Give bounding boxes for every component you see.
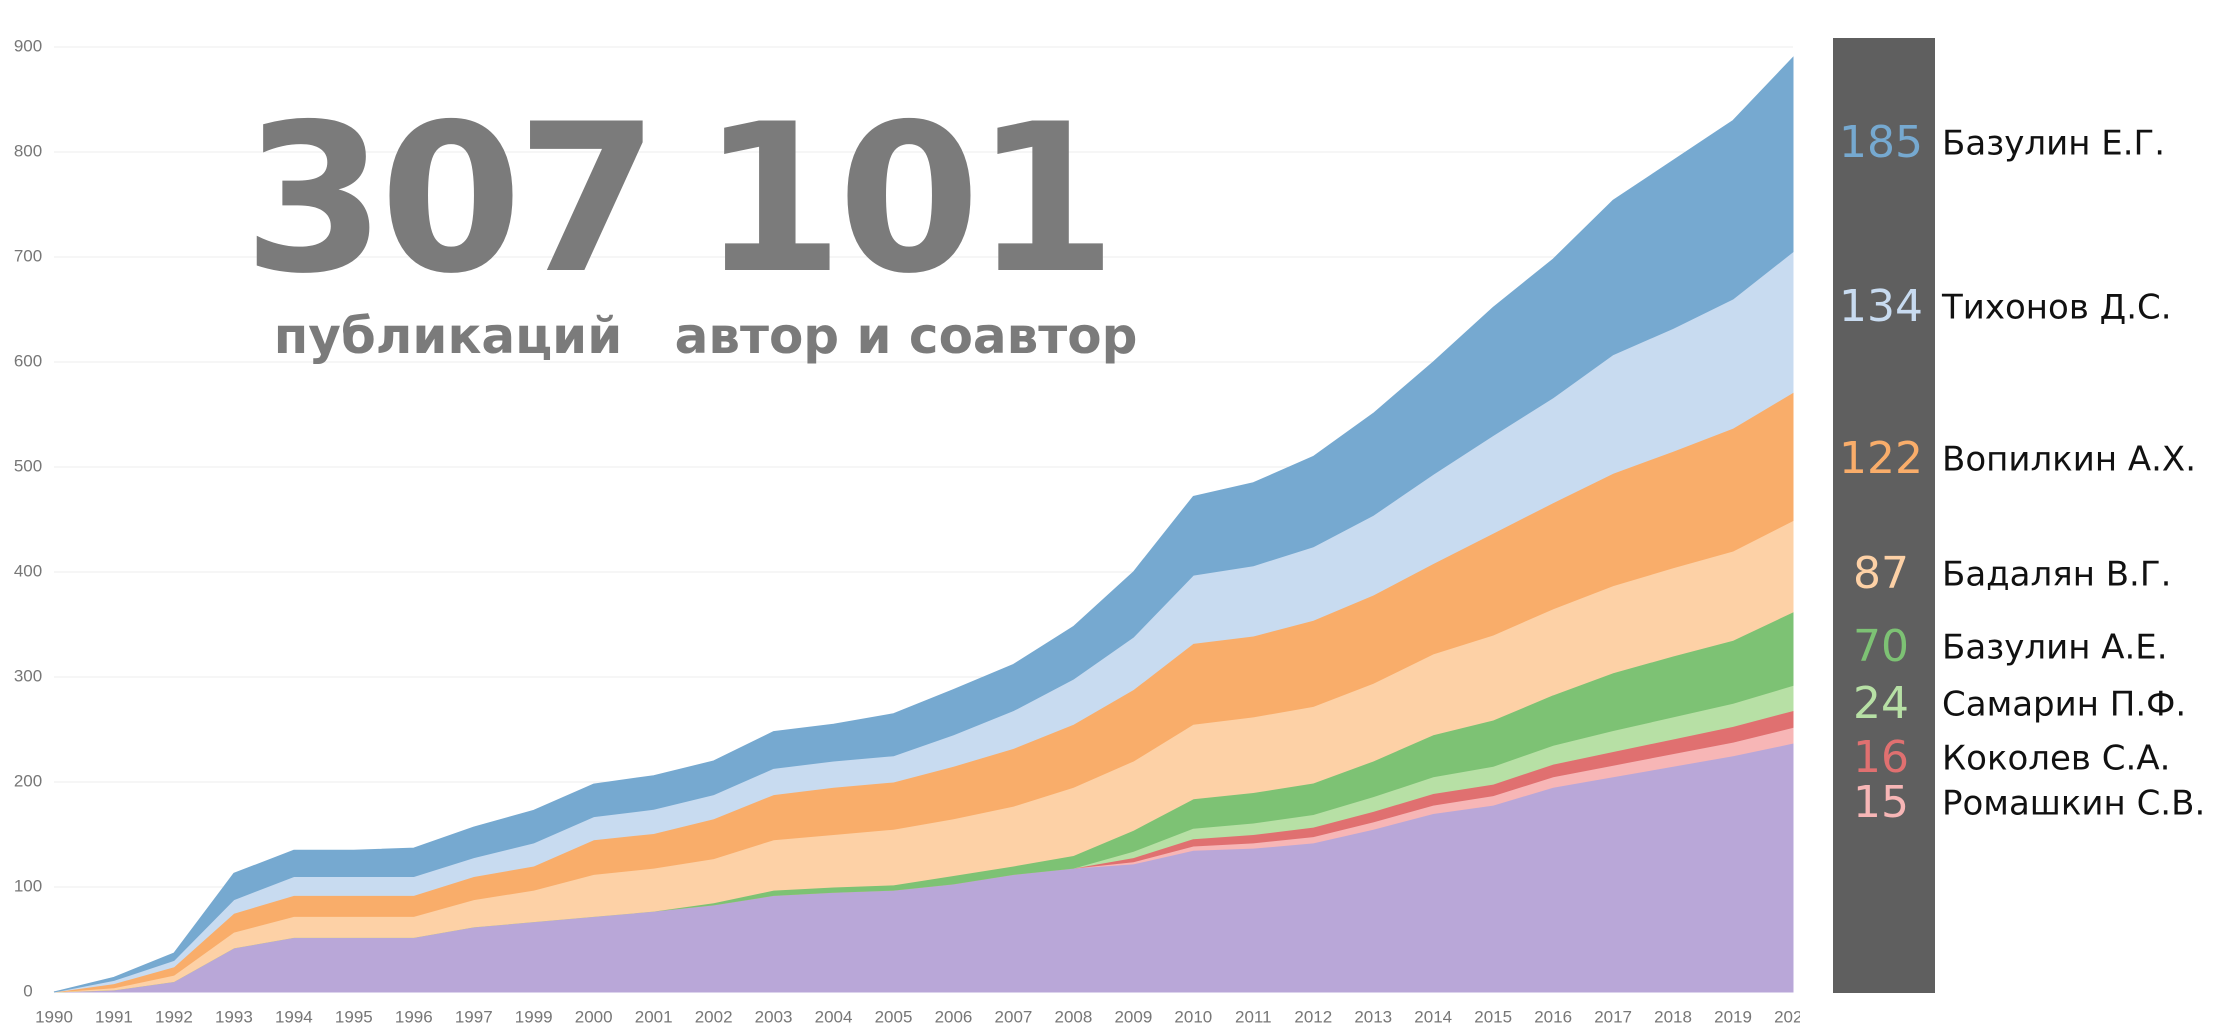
x-tick-label: 2015 [1474, 1007, 1512, 1026]
y-tick-label: 600 [14, 351, 42, 370]
x-tick-label: 1997 [455, 1007, 493, 1026]
legend-panel [1833, 38, 1935, 993]
stat-caption: публикаций [274, 307, 623, 365]
legend-count: 70 [1853, 621, 1909, 672]
stat-number: 307 [243, 81, 653, 319]
x-tick-label: 2014 [1414, 1007, 1452, 1026]
x-tick-label: 2017 [1594, 1007, 1632, 1026]
legend-count: 15 [1853, 777, 1909, 828]
x-tick-label: 1991 [95, 1007, 133, 1026]
x-tick-label: 1992 [155, 1007, 193, 1026]
legend-label: Тихонов Д.С. [1941, 288, 2172, 328]
x-tick-label: 1995 [335, 1007, 373, 1026]
y-tick-label: 300 [14, 666, 42, 685]
x-tick-label: 2011 [1235, 1007, 1272, 1026]
y-tick-label: 0 [23, 981, 32, 1000]
x-tick-label: 2019 [1714, 1007, 1752, 1026]
legend-count: 134 [1839, 281, 1923, 332]
y-tick-label: 900 [14, 36, 42, 55]
x-tick-label: 1999 [515, 1007, 553, 1026]
legend-count: 24 [1853, 678, 1909, 729]
x-tick-label: 2003 [755, 1007, 793, 1026]
x-tick-label: 1993 [215, 1007, 253, 1026]
area [53, 56, 1794, 993]
x-tick-label: 2007 [995, 1007, 1033, 1026]
x-tick-label: 2013 [1354, 1007, 1392, 1026]
legend-label: Ромашкин С.В. [1942, 784, 2205, 824]
y-tick-label: 100 [14, 876, 42, 895]
x-tick-label: 2000 [575, 1007, 613, 1026]
x-tick-label: 2020 [1774, 1007, 1812, 1026]
stat-number: 101 [701, 81, 1111, 319]
x-axis: 1990 1991 1992 1993 1994 1995 1996 1997 1999 2000… [35, 1007, 1812, 1026]
x-tick-label: 2006 [935, 1007, 973, 1026]
x-tick-label: 2016 [1534, 1007, 1572, 1026]
x-tick-label: 2004 [815, 1007, 853, 1026]
legend-label: Базулин Е.Г. [1942, 124, 2165, 164]
x-tick-label: 1996 [395, 1007, 433, 1026]
y-tick-label: 500 [14, 456, 42, 475]
legend-label: Бадалян В.Г. [1942, 555, 2171, 595]
x-tick-label: 2005 [875, 1007, 913, 1026]
legend-count: 87 [1853, 548, 1909, 599]
x-tick-label: 2008 [1054, 1007, 1092, 1026]
y-tick-label: 700 [14, 246, 42, 265]
x-tick-label: 2002 [695, 1007, 733, 1026]
x-tick-label: 2009 [1114, 1007, 1152, 1026]
x-tick-label: 2001 [635, 1007, 673, 1026]
legend-count: 185 [1839, 117, 1923, 168]
legend-label: Самарин П.Ф. [1942, 685, 2186, 725]
stat-caption: автор и соавтор [675, 307, 1138, 365]
x-tick-label: 2018 [1654, 1007, 1692, 1026]
legend-label: Вопилкин А.Х. [1942, 440, 2196, 480]
x-tick-label: 2010 [1174, 1007, 1212, 1026]
legend-label: Базулин А.Е. [1942, 628, 2168, 668]
x-tick-label: 1990 [35, 1007, 73, 1026]
x-tick-label: 1994 [275, 1007, 313, 1026]
legend-count: 122 [1839, 433, 1923, 484]
y-tick-label: 800 [14, 141, 42, 160]
y-tick-label: 200 [14, 771, 42, 790]
x-tick-label: 2012 [1294, 1007, 1332, 1026]
legend-label: Коколев С.А. [1942, 739, 2170, 779]
y-tick-label: 400 [14, 561, 42, 580]
legend-count: 16 [1853, 732, 1909, 783]
